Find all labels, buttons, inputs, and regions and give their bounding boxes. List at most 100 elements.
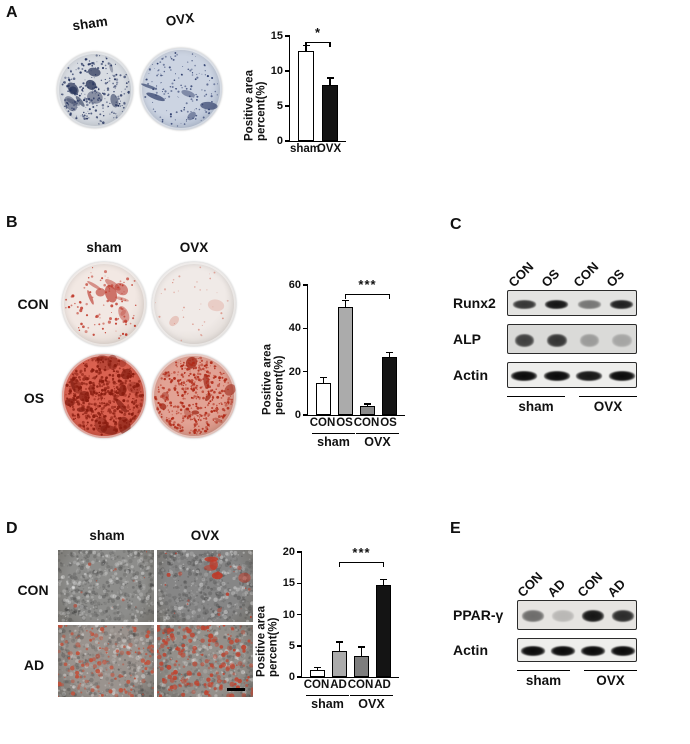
micrograph-texture: [157, 625, 253, 697]
lane-labels: CON AD CON AD: [514, 556, 637, 600]
error-bar-cap: [358, 646, 365, 648]
x-category-label: AD: [374, 679, 391, 691]
blot-row-label: Actin: [453, 642, 488, 658]
lane-labels: CON OS CON OS: [505, 246, 637, 290]
dish-stain-texture: [60, 54, 130, 125]
chart-panel-b: Positive area percent(%) 0 20 40 60 *** CON OS C…: [262, 277, 405, 451]
chart-body: 0 20 40 60 *** CON OS CON OS sham OVX: [289, 277, 405, 451]
significance-tick: [338, 562, 341, 567]
blot-group-labels: sham OVX: [507, 396, 637, 414]
alp-dish-sham: [57, 52, 133, 128]
dish-stain-texture: [154, 356, 236, 435]
x-category-label: CON: [353, 417, 380, 429]
x-group-label: sham: [312, 433, 355, 449]
blot-row-label: Actin: [453, 367, 488, 383]
blot-row-label: ALP: [453, 331, 481, 347]
error-bar-cap: [364, 403, 371, 405]
micrograph-texture: [58, 625, 154, 697]
x-category-labels: sham OVX: [289, 142, 345, 157]
x-category-label: CON: [303, 679, 330, 691]
panel-b-row-os: OS: [23, 390, 45, 406]
significance-tick: [305, 41, 307, 47]
y-tick-label: 60: [288, 279, 301, 291]
significance-tick: [382, 562, 385, 567]
dish-stain-texture: [65, 267, 137, 340]
error-bar-cap: [320, 376, 327, 379]
micrograph-sham-con: [58, 550, 154, 622]
error-bar: [305, 45, 307, 52]
protein-band: [543, 371, 570, 381]
chart-panel-a: Positive area percent(%) 0 5 10 15 * sham OVX: [243, 25, 346, 157]
y-tick: [285, 70, 290, 72]
bar: [316, 382, 331, 415]
y-tick: [303, 284, 308, 286]
protein-band: [521, 610, 545, 622]
error-bar: [338, 642, 341, 651]
protein-band: [611, 610, 635, 622]
panel-b-row-con: CON: [17, 296, 49, 312]
lane-label: CON: [505, 258, 537, 290]
protein-band: [551, 610, 575, 622]
error-bar-cap: [326, 77, 334, 79]
y-tick-label: 10: [270, 65, 283, 77]
blot-row-label: Runx2: [453, 295, 496, 311]
plot-area: 0 5 10 15 *: [271, 25, 346, 147]
y-tick-label: 10: [282, 608, 295, 621]
chart-body: 0 5 10 15 * sham OVX: [271, 25, 346, 157]
blot-row-label: PPAR-γ: [453, 607, 504, 623]
y-tick-label: 15: [282, 577, 295, 590]
bar: [310, 669, 325, 677]
significance-tick: [344, 293, 347, 299]
blot-strip: [507, 324, 637, 354]
protein-band: [579, 333, 599, 347]
error-bar: [329, 78, 331, 85]
y-axis-label: Positive area percent(%): [255, 606, 280, 677]
protein-band: [612, 333, 632, 347]
y-tick: [297, 676, 302, 678]
protein-band: [581, 610, 605, 622]
y-tick-label: 0: [276, 135, 283, 147]
chart-panel-d: Positive area percent(%) 0 5 10 15 20 *** CON AD…: [255, 545, 399, 713]
dish-stain-texture: [155, 266, 229, 342]
group-label: OVX: [584, 670, 637, 688]
error-bar: [382, 580, 385, 585]
panel-d-label: D: [6, 520, 18, 537]
y-tick-label: 20: [282, 546, 295, 558]
y-tick-label: 5: [276, 100, 283, 112]
protein-band: [610, 299, 634, 309]
blot-row: Runx2: [453, 290, 637, 316]
dish-stain-texture: [64, 354, 144, 436]
lane-label: AD: [604, 576, 629, 600]
panel-d-row-con: CON: [17, 582, 49, 598]
arz-dish-sham-con: [62, 262, 146, 346]
blot-strip: [517, 638, 637, 662]
bar: [298, 51, 314, 141]
bar: [354, 655, 369, 677]
dish-stain-texture: [140, 52, 218, 127]
group-label: OVX: [579, 396, 637, 414]
significance-tick: [329, 41, 331, 47]
significance-line: [306, 41, 330, 43]
micrograph-ovx-ad: [157, 625, 253, 697]
scale-bar: [227, 688, 245, 691]
error-bar-cap: [342, 299, 349, 302]
bar: [332, 650, 347, 677]
panel-d-col-ovx: OVX: [190, 528, 220, 543]
protein-band: [511, 371, 538, 381]
lane-label: OS: [538, 266, 563, 290]
panel-d-col-sham: sham: [89, 528, 125, 543]
blot-strip: [507, 290, 637, 316]
x-category-label: CON: [347, 679, 374, 691]
y-axis-label: Positive area percent(%): [243, 70, 268, 141]
blot-group-labels: sham OVX: [517, 670, 637, 688]
x-category-label: OVX: [316, 143, 342, 155]
x-category-label: sham: [289, 143, 321, 155]
protein-band: [545, 299, 569, 309]
panel-a-sham-label: sham: [71, 13, 109, 34]
y-tick-label: 20: [288, 365, 301, 378]
significance-label: ***: [358, 276, 377, 292]
error-bar: [344, 301, 347, 307]
blot-row: PPAR-γ: [453, 600, 637, 630]
y-tick: [297, 582, 302, 585]
chart-body: 0 5 10 15 20 *** CON AD CON AD sham OVX: [283, 545, 399, 713]
